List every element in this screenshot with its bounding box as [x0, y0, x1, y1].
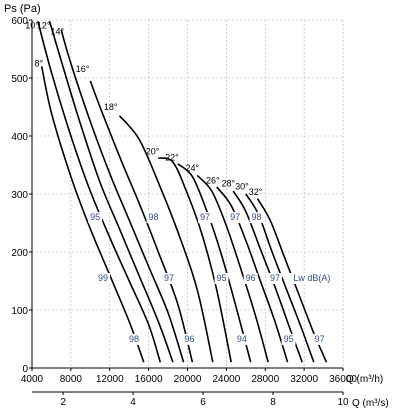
curve-angle-label: 28° — [222, 178, 236, 188]
curve-10 — [232, 190, 303, 363]
noise-label-bg — [267, 273, 282, 284]
curve-angle-label: 20° — [146, 147, 160, 157]
noise-level-label: 98 — [148, 212, 158, 222]
noise-label-bg — [228, 212, 243, 224]
noise-level-label: 95 — [90, 212, 100, 222]
x-tick-label: 4000 — [21, 374, 44, 385]
noise-label-bg — [146, 212, 161, 224]
x-tick-label: 32000 — [290, 374, 318, 385]
noise-label-bg — [182, 333, 197, 345]
curve-angle-label: 8° — [34, 58, 43, 68]
noise-label-bg — [162, 273, 177, 284]
x2-tick-label: 10 — [337, 397, 349, 408]
curve-angle-label: 32° — [249, 187, 263, 197]
labels: 8° 10°12°14° 16° 18° 20° 22° 24° 26° 28° 30°32° 95… — [25, 21, 338, 345]
noise-label-bg — [95, 273, 110, 284]
noise-level-label: 97 — [315, 334, 325, 344]
curve-6 — [158, 157, 232, 363]
curve-3 — [60, 29, 185, 363]
x-tick-label: 16000 — [135, 374, 163, 385]
noise-level-label: 96 — [246, 273, 256, 283]
curve-angle-label: 24° — [186, 163, 200, 173]
curve-9 — [216, 186, 289, 363]
y-tick-label: 300 — [11, 190, 28, 201]
x-axis-label: Q (m³/h) — [346, 374, 383, 385]
noise-level-label: 95 — [217, 273, 227, 283]
curve-angle-label: 26° — [206, 176, 220, 186]
x-tick-label: 28000 — [251, 374, 279, 385]
x2-tick-label: 4 — [130, 397, 136, 408]
noise-label-bg — [234, 333, 249, 345]
x2-tick-label: 8 — [270, 397, 276, 408]
y-tick-label: 500 — [11, 74, 28, 85]
y-tick-label: 600 — [11, 16, 28, 27]
y-tick-label: 200 — [11, 248, 28, 259]
noise-level-label: 96 — [184, 334, 194, 344]
noise-label-bg — [243, 273, 258, 284]
x-tick-label: 12000 — [96, 374, 124, 385]
x-tick-label: 20000 — [174, 374, 202, 385]
noise-label-bg — [127, 333, 142, 345]
noise-label-bg — [281, 333, 296, 345]
y-axis-label: Ps (Pa) — [4, 3, 41, 15]
noise-level-label: 95 — [284, 334, 294, 344]
noise-label-bg — [214, 273, 229, 284]
x-tick-label: 8000 — [60, 374, 83, 385]
curve-8 — [196, 174, 269, 363]
noise-label-bg — [197, 212, 212, 224]
x-tick-label: 24000 — [212, 374, 240, 385]
noise-label-bg — [88, 212, 103, 224]
noise-unit-bg — [285, 273, 338, 284]
noise-unit-label: Lw dB(A) — [293, 273, 330, 283]
curve-angle-label: 10° — [25, 21, 39, 31]
x2-tick-label: 6 — [200, 397, 206, 408]
curve-angle-label: 22° — [165, 152, 179, 162]
x2-axis-label: Q (m³/s) — [352, 398, 389, 409]
x2-tick-label: 2 — [60, 397, 66, 408]
noise-level-label: 94 — [237, 334, 247, 344]
curve-5 — [118, 115, 214, 363]
curve-angle-label: 12° — [37, 21, 51, 31]
x-tick-label: 36000 — [329, 374, 357, 385]
curve-7 — [177, 163, 252, 363]
curve-1 — [37, 20, 162, 363]
y-tick-label: 0 — [22, 364, 28, 375]
curve-angle-label: 30° — [235, 181, 249, 191]
noise-label-bg — [249, 212, 264, 224]
noise-level-label: 98 — [129, 334, 139, 344]
curve-angle-label: 14° — [50, 27, 64, 37]
noise-level-label: 97 — [270, 273, 280, 283]
y-tick-label: 400 — [11, 132, 28, 143]
noise-level-label: 98 — [251, 212, 261, 222]
noise-label-bg — [312, 333, 327, 345]
y-tick-label: 100 — [11, 306, 28, 317]
curve-angle-label: 18° — [104, 102, 118, 112]
noise-level-label: 99 — [98, 273, 108, 283]
curve-0 — [40, 66, 145, 363]
axes: 0 100 200 300 400 500 600 4000 8000 12000 16000 200… — [11, 16, 357, 408]
curve-11 — [245, 193, 315, 363]
noise-level-label: 97 — [164, 273, 174, 283]
noise-level-label: 97 — [230, 212, 240, 222]
curve-angle-label: 16° — [76, 64, 90, 74]
noise-level-label: 97 — [200, 212, 210, 222]
curve-4 — [89, 80, 194, 363]
curve-2 — [48, 20, 174, 363]
